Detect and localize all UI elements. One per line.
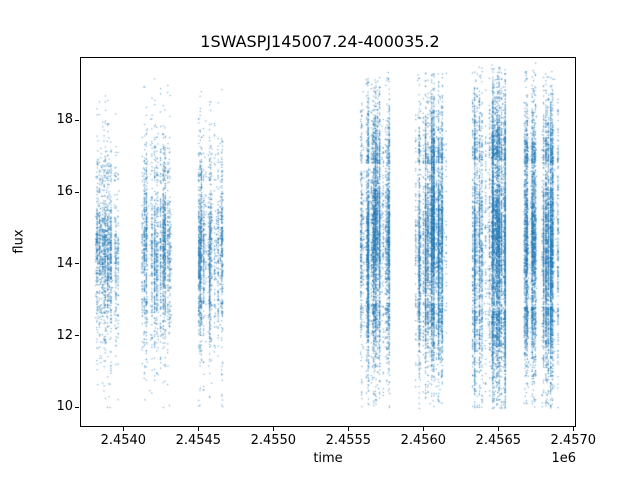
x-tick-label: 2.4560 [400,433,447,448]
plot-area [80,57,576,427]
x-tick-label: 2.4555 [325,433,372,448]
y-tick-mark [75,335,79,337]
x-tick-mark [122,427,124,431]
y-tick-label: 14 [56,255,73,271]
y-tick-label: 12 [56,327,73,343]
x-tick-label: 2.4540 [100,433,147,448]
y-tick-mark [75,263,79,265]
x-tick-mark [572,427,574,431]
y-tick-label: 18 [56,112,73,128]
y-tick-mark [75,119,79,121]
x-tick-label: 2.4545 [175,433,222,448]
y-tick-label: 10 [56,399,73,415]
chart-title: 1SWASPJ145007.24-400035.2 [200,32,440,51]
y-tick-mark [75,406,79,408]
x-axis-offset-label: 1e6 [551,451,576,466]
y-axis-label: flux [11,229,27,254]
x-tick-label: 2.4565 [475,433,522,448]
x-tick-mark [197,427,199,431]
x-tick-mark [272,427,274,431]
x-tick-mark [497,427,499,431]
x-tick-label: 2.4550 [250,433,297,448]
x-axis-label: time [313,451,343,466]
x-tick-label: 2.4570 [550,433,597,448]
y-tick-mark [75,191,79,193]
x-tick-mark [422,427,424,431]
y-tick-label: 16 [56,184,73,200]
x-tick-mark [347,427,349,431]
